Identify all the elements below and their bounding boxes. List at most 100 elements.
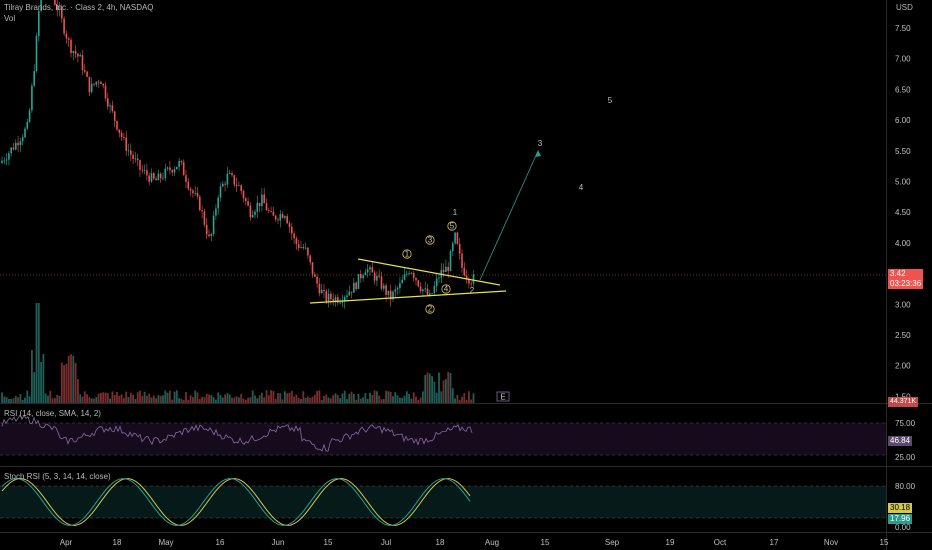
volume-bar xyxy=(134,399,137,403)
volume-bar xyxy=(35,303,38,403)
candle-body xyxy=(261,194,263,207)
volume-bar xyxy=(97,393,100,403)
volume-bar xyxy=(116,392,118,403)
volume-bar xyxy=(389,391,392,403)
candle-body xyxy=(228,173,231,174)
time-tick-label: 18 xyxy=(436,538,445,547)
volume-bar xyxy=(348,393,351,403)
earnings-marker[interactable] xyxy=(496,391,510,402)
volume-bar xyxy=(143,391,146,403)
volume-bar xyxy=(171,399,174,403)
volume-bar xyxy=(205,393,208,403)
volume-bar xyxy=(102,392,105,403)
stoch-k-line[interactable] xyxy=(1,478,471,526)
triangle-upper-trendline[interactable] xyxy=(357,258,501,286)
candle-body xyxy=(150,173,153,182)
candle-body xyxy=(463,267,466,276)
candle-body xyxy=(203,211,206,225)
volume-bar xyxy=(196,392,199,403)
volume-bar xyxy=(313,394,316,403)
candle-body xyxy=(79,54,81,57)
volume-bar xyxy=(37,303,40,403)
volume-bar xyxy=(304,397,307,403)
candle-body xyxy=(84,70,86,72)
volume-bar xyxy=(272,390,275,403)
candle-body xyxy=(176,166,178,170)
volume-bar xyxy=(392,396,394,403)
candle-body xyxy=(40,0,42,11)
candle-body xyxy=(433,285,436,294)
candle-body xyxy=(215,208,217,216)
candle-body xyxy=(380,276,383,289)
stoch-level-0: 0.00 xyxy=(895,523,911,532)
candle-body xyxy=(196,192,199,197)
volume-bar xyxy=(251,390,254,403)
candle-body xyxy=(417,280,420,287)
candle-body xyxy=(153,173,155,179)
volume-bar xyxy=(44,393,47,403)
candle-body xyxy=(219,186,222,198)
volume-bar xyxy=(235,396,238,403)
candle-body xyxy=(238,185,240,187)
sub-wave-label-5: 5 xyxy=(450,221,455,230)
sub-wave-label-3: 3 xyxy=(428,235,433,244)
volume-bar xyxy=(286,393,289,403)
candle-body xyxy=(173,169,176,173)
candle-body xyxy=(277,219,279,221)
volume-bar xyxy=(412,392,415,403)
volume-bar xyxy=(109,398,111,403)
rsi-line[interactable] xyxy=(1,414,473,452)
volume-bar xyxy=(373,390,376,403)
volume-legend[interactable]: Vol xyxy=(4,14,16,23)
volume-bar xyxy=(56,394,59,403)
volume-bar xyxy=(470,399,473,403)
volume-bar xyxy=(330,398,332,403)
candle-body xyxy=(81,54,84,71)
stoch-rsi-legend[interactable]: Stoch RSI (5, 3, 14, 14, close) xyxy=(4,472,111,481)
volume-bar xyxy=(212,397,215,403)
projection-line[interactable] xyxy=(479,150,539,281)
candle-body xyxy=(438,277,440,279)
rsi-level-25: 25.00 xyxy=(895,453,916,462)
candle-body xyxy=(104,85,107,99)
rsi-legend[interactable]: RSI (14, close, SMA, 14, 2) xyxy=(4,409,101,418)
volume-bar xyxy=(164,390,167,403)
volume-bar xyxy=(125,391,128,403)
symbol-title[interactable]: Tilray Brands, Inc. · Class 2, 4h, NASDA… xyxy=(4,3,154,12)
candle-body xyxy=(245,198,247,202)
volume-bar xyxy=(355,399,358,403)
volume-bar xyxy=(185,392,187,403)
price-tick-label: 1.50 xyxy=(895,392,911,401)
candle-body xyxy=(61,9,63,19)
time-tick-label: Aug xyxy=(485,538,499,547)
candle-body xyxy=(249,205,252,218)
volume-bar xyxy=(210,395,213,403)
candle-body xyxy=(343,297,346,302)
candle-body xyxy=(90,83,93,93)
candle-body xyxy=(251,214,254,218)
candle-body xyxy=(226,173,229,185)
candle-body xyxy=(171,170,173,173)
candle-body xyxy=(205,224,208,235)
wave-label-1: 1 xyxy=(453,208,458,217)
price-pane[interactable] xyxy=(0,0,886,403)
candle-body xyxy=(295,238,298,245)
candle-body xyxy=(268,210,270,212)
volume-bar xyxy=(120,394,123,403)
volume-bar xyxy=(428,373,431,403)
volume-bar xyxy=(63,365,65,403)
volume-bar xyxy=(318,390,321,403)
rsi-level-75: 75.00 xyxy=(895,419,916,428)
triangle-lower-trendline[interactable] xyxy=(309,290,507,304)
candle-body xyxy=(10,147,12,154)
candle-body xyxy=(155,178,157,181)
price-tick-label: 5.50 xyxy=(895,147,911,156)
volume-bar xyxy=(417,399,420,403)
candle-body xyxy=(256,202,259,212)
candle-body xyxy=(341,301,344,303)
time-tick-label: 15 xyxy=(880,538,889,547)
price-tick-label: 6.00 xyxy=(895,116,911,125)
candle-body xyxy=(247,201,249,206)
volume-bar xyxy=(353,393,355,403)
